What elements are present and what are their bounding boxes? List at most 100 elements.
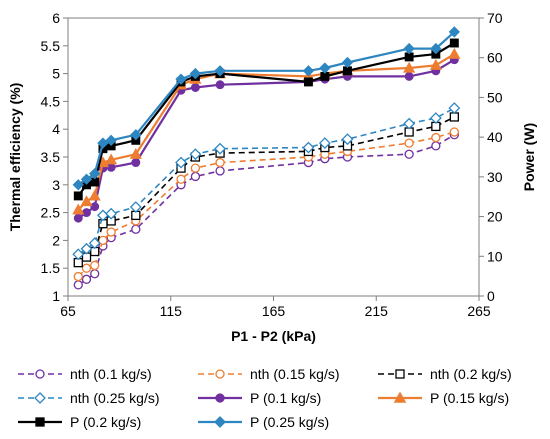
data-point <box>404 149 414 159</box>
x-tick-label: 115 <box>160 303 183 319</box>
data-point <box>215 166 225 176</box>
data-point <box>449 127 459 137</box>
data-point <box>320 71 330 81</box>
data-point <box>318 137 331 150</box>
data-point <box>429 58 442 70</box>
right-y-tick-label: 40 <box>487 129 503 145</box>
data-point <box>130 129 142 141</box>
data-point <box>215 157 225 168</box>
data-point <box>404 52 414 62</box>
legend-item: nth (0.1 kg/s) <box>18 366 152 382</box>
x-tick-label: 65 <box>60 303 76 319</box>
right-y-tick-label: 50 <box>487 89 503 105</box>
left-y-axis: 1 1.5 2 2.5 3 3.5 4 4.5 5 5.5 6 <box>41 10 68 304</box>
legend-item: P (0.2 kg/s) <box>18 414 141 430</box>
data-point <box>97 137 109 149</box>
data-point <box>129 147 142 159</box>
legend-label: nth (0.15 kg/s) <box>250 366 340 382</box>
data-point <box>131 224 141 234</box>
data-point <box>97 209 109 222</box>
data-point <box>449 112 459 122</box>
data-point <box>105 134 117 146</box>
right-y-tick-label: 60 <box>487 50 503 66</box>
data-point <box>90 269 100 279</box>
x-axis: 65 115 165 215 265 <box>60 296 491 319</box>
data-point <box>302 65 315 77</box>
data-point <box>319 62 331 74</box>
data-point <box>302 141 315 154</box>
legend-marker <box>214 416 226 428</box>
series-2 <box>73 127 459 282</box>
data-point <box>448 47 461 59</box>
left-y-tick-label: 5.5 <box>41 38 61 54</box>
data-point <box>81 263 92 273</box>
x-tick-label: 165 <box>262 303 286 319</box>
data-point <box>341 133 354 146</box>
data-point <box>72 248 85 261</box>
data-point <box>80 173 93 185</box>
data-point <box>90 260 100 271</box>
data-point <box>214 65 226 77</box>
data-point <box>81 274 92 284</box>
left-y-tick-label: 4.5 <box>41 93 61 109</box>
left-y-tick-label: 3 <box>52 177 60 193</box>
legend-marker <box>35 417 45 427</box>
data-point <box>89 168 101 180</box>
data-point <box>190 163 201 173</box>
left-y-tick-label: 1 <box>52 288 60 304</box>
plot-frame <box>67 17 480 297</box>
data-point <box>73 191 83 201</box>
series-6 <box>72 47 461 215</box>
legend-item: P (0.15 kg/s) <box>378 390 509 406</box>
data-point <box>73 280 83 290</box>
legend-item: P (0.1 kg/s) <box>198 390 321 406</box>
data-point <box>105 207 118 220</box>
data-point <box>215 80 225 90</box>
data-point <box>214 142 226 155</box>
data-point <box>72 179 84 191</box>
data-point <box>90 177 100 187</box>
legend-marker <box>395 369 405 379</box>
data-point <box>341 56 354 69</box>
right-y-axis: 0 10 20 30 40 50 60 70 <box>479 10 503 304</box>
data-point <box>176 174 186 184</box>
data-point <box>404 71 414 81</box>
data-point <box>190 171 201 182</box>
legend-label: P (0.15 kg/s) <box>430 390 509 406</box>
legend-label: nth (0.25 kg/s) <box>70 390 160 406</box>
right-y-tick-label: 70 <box>487 10 503 26</box>
data-point <box>431 141 441 151</box>
legend-marker <box>215 369 225 379</box>
data-point <box>189 67 202 80</box>
data-point <box>98 235 108 246</box>
legend-marker <box>35 369 45 379</box>
left-y-tick-label: 5 <box>52 66 60 82</box>
data-point <box>404 138 414 148</box>
legend-label: P (0.1 kg/s) <box>250 390 321 406</box>
data-point <box>430 42 442 55</box>
x-axis-title: P1 - P2 (kPa) <box>231 328 316 344</box>
series-line <box>77 134 455 286</box>
x-tick-label: 265 <box>467 303 491 319</box>
data-point <box>403 61 416 73</box>
legend-marker <box>215 393 225 403</box>
left-y-axis-title: Thermal efficiency (%) <box>7 83 23 232</box>
right-y-axis-title: Power (W) <box>521 123 537 191</box>
left-y-tick-label: 3.5 <box>41 149 61 165</box>
data-point <box>303 77 313 87</box>
x-tick-label: 215 <box>365 303 389 319</box>
legend-item: P (0.25 kg/s) <box>198 414 329 430</box>
legend-item: nth (0.2 kg/s) <box>378 366 512 382</box>
data-point <box>190 83 200 92</box>
right-y-tick-label: 30 <box>487 169 503 185</box>
legend-marker <box>393 391 407 403</box>
legend-item: nth (0.15 kg/s) <box>198 366 340 382</box>
data-point <box>73 213 83 223</box>
legend-marker <box>34 392 46 404</box>
data-point <box>82 208 91 218</box>
right-y-tick-label: 0 <box>487 288 495 304</box>
series-layer <box>72 26 461 290</box>
data-point <box>80 195 93 207</box>
data-point <box>80 242 93 255</box>
